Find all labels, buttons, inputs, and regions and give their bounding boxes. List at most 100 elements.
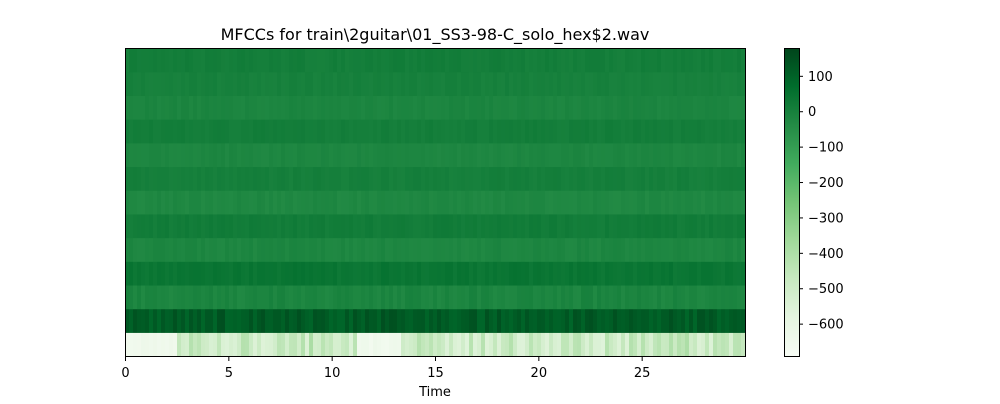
heatmap-cell — [385, 119, 390, 144]
heatmap-cell — [173, 142, 178, 168]
heatmap-cell — [553, 237, 558, 262]
heatmap-cell — [361, 166, 366, 191]
heatmap-cell — [721, 213, 726, 239]
heatmap-cell — [725, 284, 730, 310]
heatmap-cell — [361, 142, 366, 168]
heatmap-cell — [629, 237, 634, 262]
heatmap-cell — [673, 213, 678, 239]
heatmap-cell — [633, 190, 638, 215]
heatmap-cell — [209, 71, 214, 96]
heatmap-cell — [125, 213, 130, 239]
heatmap-cell — [533, 261, 538, 286]
heatmap-cell — [325, 308, 330, 333]
heatmap-cell — [441, 308, 446, 333]
heatmap-cell — [209, 284, 214, 310]
heatmap-cell — [533, 119, 538, 144]
heatmap-cell — [297, 190, 302, 215]
heatmap-cell — [301, 261, 306, 286]
heatmap-cell — [741, 213, 746, 239]
heatmap-cell — [425, 95, 430, 120]
heatmap-cell — [273, 190, 278, 215]
heatmap-cell — [217, 142, 222, 168]
heatmap-cell — [705, 48, 710, 73]
heatmap-cell — [645, 142, 650, 168]
heatmap-cell — [365, 95, 370, 120]
heatmap-cell — [705, 71, 710, 96]
heatmap-cell — [289, 71, 294, 96]
heatmap-cell — [269, 261, 274, 286]
heatmap-cell — [337, 261, 342, 286]
heatmap-cell — [481, 190, 486, 215]
heatmap-cell — [141, 48, 146, 73]
heatmap-cell — [589, 284, 594, 310]
heatmap-cell — [253, 119, 258, 144]
heatmap-cell — [677, 48, 682, 73]
heatmap-cell — [449, 237, 454, 262]
heatmap-cell — [537, 95, 542, 120]
heatmap-cell — [549, 166, 554, 191]
heatmap-cell — [541, 119, 546, 144]
heatmap-cell — [465, 237, 470, 262]
heatmap-cell — [541, 48, 546, 73]
x-axis: 0 5 10 15 20 25 — [121, 356, 650, 381]
heatmap-cell — [265, 284, 270, 310]
heatmap-cell — [177, 95, 182, 120]
heatmap-cell — [201, 142, 206, 168]
heatmap-cell — [645, 119, 650, 144]
x-tick-label: 20 — [531, 366, 548, 381]
heatmap-cell — [341, 308, 346, 333]
heatmap-cell — [597, 261, 602, 286]
heatmap-cell — [221, 166, 226, 191]
heatmap-cell — [525, 213, 530, 239]
heatmap-cell — [497, 71, 502, 96]
heatmap-cell — [345, 237, 350, 262]
heatmap-cell — [557, 332, 562, 357]
heatmap-cell — [377, 237, 382, 262]
heatmap-cell — [285, 71, 290, 96]
heatmap-cell — [213, 284, 218, 310]
heatmap-cell — [677, 71, 682, 96]
heatmap-cell — [609, 48, 614, 73]
heatmap-cell — [377, 48, 382, 73]
heatmap-cell — [345, 190, 350, 215]
heatmap-cell — [173, 71, 178, 96]
heatmap-cell — [557, 308, 562, 333]
heatmap-cell — [613, 213, 618, 239]
heatmap-cell — [693, 95, 698, 120]
heatmap-cell — [261, 48, 266, 73]
heatmap-cell — [477, 190, 482, 215]
heatmap-cell — [285, 284, 290, 310]
heatmap-cell — [157, 142, 162, 168]
heatmap-cell — [725, 332, 730, 357]
heatmap-cell — [297, 308, 302, 333]
heatmap-cell — [465, 48, 470, 73]
heatmap-cell — [213, 261, 218, 286]
heatmap-cell — [449, 284, 454, 310]
heatmap-cell — [241, 237, 246, 262]
heatmap-cell — [681, 190, 686, 215]
heatmap-cell — [177, 261, 182, 286]
heatmap-cell — [521, 95, 526, 120]
heatmap-cell — [197, 166, 202, 191]
heatmap-cell — [437, 261, 442, 286]
heatmap-cell — [601, 95, 606, 120]
heatmap-cell — [165, 166, 170, 191]
heatmap-cell — [441, 213, 446, 239]
heatmap-cell — [141, 261, 146, 286]
heatmap-cell — [405, 71, 410, 96]
heatmap-cell — [317, 213, 322, 239]
heatmap-cell — [193, 308, 198, 333]
heatmap-cell — [657, 332, 662, 357]
heatmap-cell — [125, 261, 130, 286]
heatmap-cell — [681, 284, 686, 310]
heatmap-cell — [365, 261, 370, 286]
heatmap-cell — [517, 71, 522, 96]
heatmap-cell — [625, 237, 630, 262]
heatmap-cell — [129, 142, 134, 168]
heatmap-cell — [705, 284, 710, 310]
heatmap-cell — [525, 119, 530, 144]
heatmap-cell — [301, 95, 306, 120]
heatmap-cell — [673, 119, 678, 144]
heatmap-cell — [229, 308, 234, 333]
